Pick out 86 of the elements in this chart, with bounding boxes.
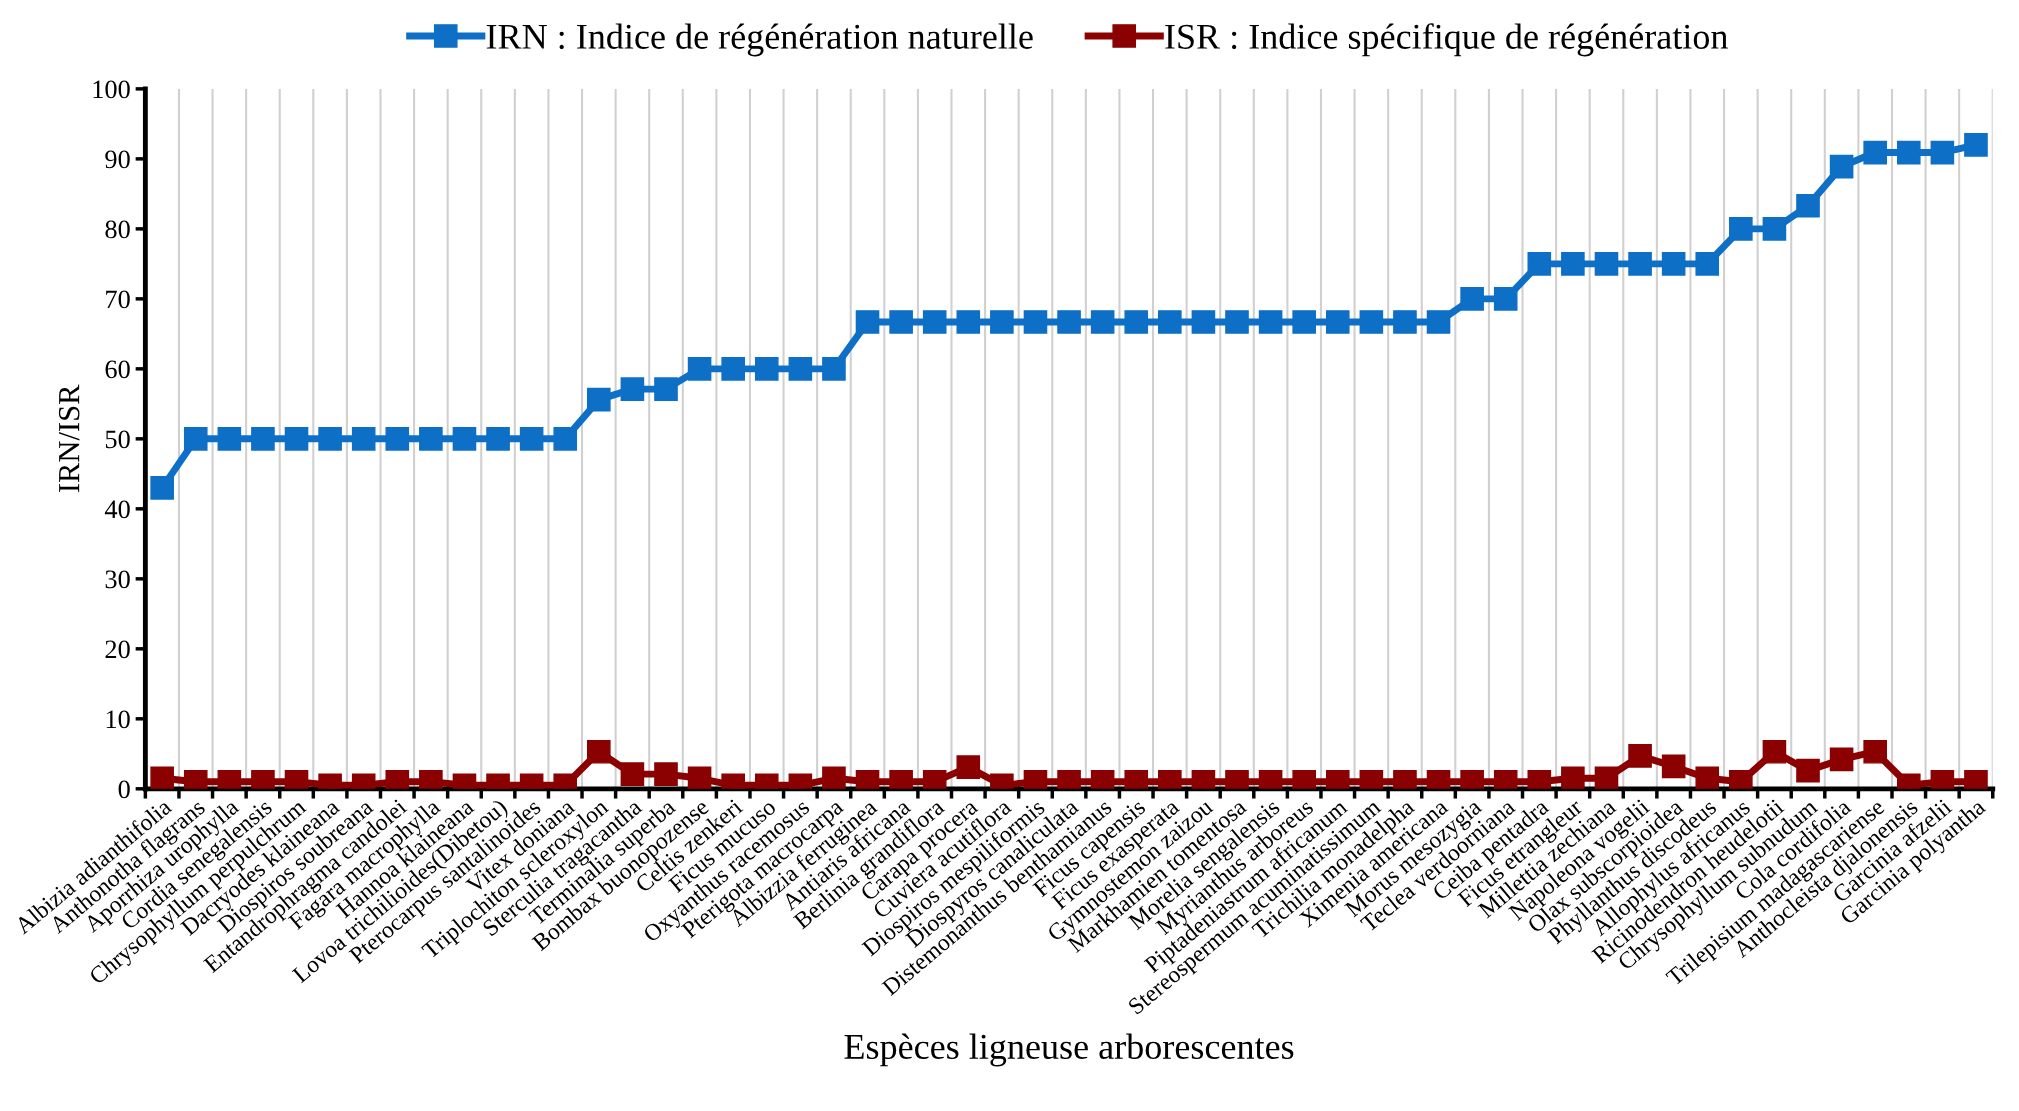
point [284,427,309,451]
point [519,427,544,451]
y-tick-label: 40 [104,500,130,519]
point [754,357,779,381]
point [788,357,813,381]
point [1695,766,1720,789]
point [1258,310,1283,334]
point [1829,154,1854,179]
y-tick-label: 90 [105,150,130,169]
point [217,427,242,451]
legend-label: IRN : Indice de régénération naturelle [486,23,1033,57]
y-tick-label: 70 [106,290,130,309]
point [922,310,947,334]
y-tick-label: 10 [106,710,130,729]
point [1225,310,1249,334]
point [1393,310,1417,334]
point [486,427,510,451]
point [1829,747,1854,772]
point [1863,739,1888,764]
point [1057,310,1081,334]
point [654,762,678,786]
point [150,476,174,500]
point [1796,758,1820,783]
point [1628,252,1652,276]
point [251,427,275,451]
point [1762,739,1787,764]
point [385,427,410,451]
point [1527,252,1552,276]
y-tick-label: 50 [105,430,130,449]
point [1930,140,1955,165]
point [687,357,712,381]
point [1325,310,1350,334]
y-tick-label: 30 [105,570,130,589]
point [654,377,678,401]
point [822,766,846,789]
point [587,387,611,412]
point [1359,310,1384,334]
point [1729,217,1753,241]
point [990,310,1014,334]
point [1493,287,1518,311]
point [318,427,342,451]
point [553,427,578,451]
point [956,310,981,334]
point [822,357,846,381]
point [1695,252,1720,276]
y-tick-label: 20 [105,640,130,659]
point [1762,217,1787,241]
point [1023,310,1048,334]
point [1292,310,1316,334]
point [351,427,376,451]
point [1090,310,1115,334]
y-tick-label: 100 [93,80,130,99]
y-axis-title: IRN/ISR [58,384,80,493]
point [620,762,645,786]
point [1594,766,1619,789]
point [452,427,477,451]
point [889,310,913,334]
point [1124,310,1149,334]
point [1158,310,1182,334]
legend-label: ISR : Indice spécifique de régénération [1165,23,1728,57]
point [1896,140,1921,165]
y-tick-label: 80 [105,220,130,239]
point [1863,140,1888,165]
point [1594,252,1619,276]
point [1661,252,1686,276]
point [419,427,443,451]
y-tick-label: 60 [105,360,130,379]
point [956,755,981,779]
point [1661,754,1686,779]
point [1628,744,1652,768]
y-tick-label: 0 [118,780,130,799]
point [183,427,208,451]
point [1460,287,1484,311]
point [1561,252,1585,276]
x-axis-title: Espèces ligneuse arborescentes [844,1033,1294,1067]
point [1561,766,1585,789]
point [1964,133,1988,157]
point [150,766,174,789]
point [721,357,745,381]
point [687,766,712,789]
point [620,377,645,401]
point [587,739,611,764]
point [1191,310,1216,334]
point [1796,193,1820,218]
point [855,310,880,334]
point [1426,310,1451,334]
